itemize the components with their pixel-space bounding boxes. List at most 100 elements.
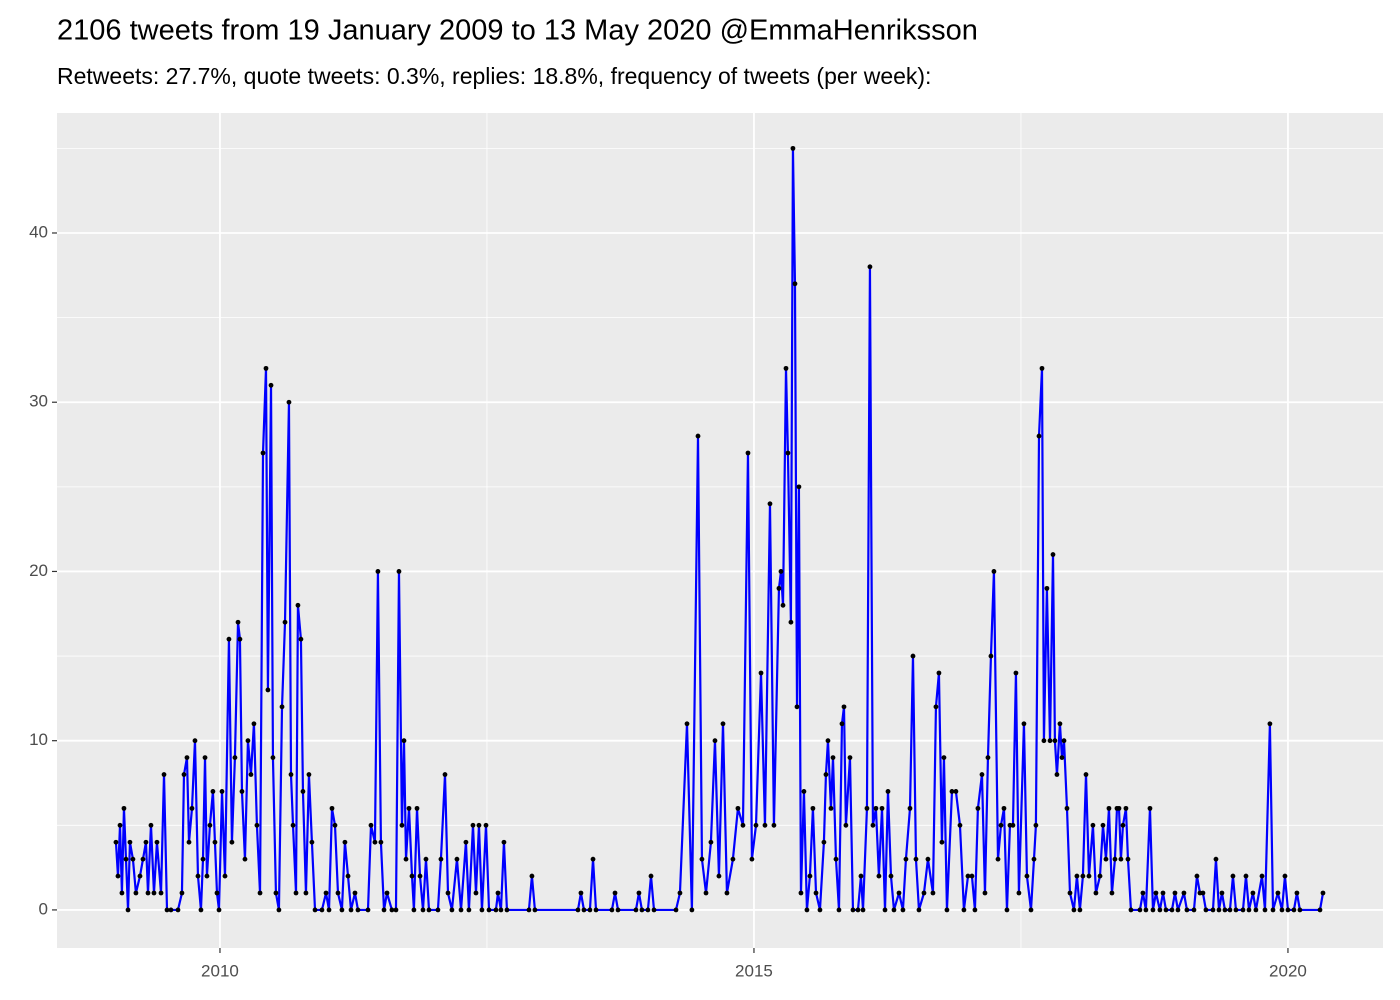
data-point <box>1222 907 1228 913</box>
data-point <box>1112 856 1118 862</box>
data-point <box>876 873 882 879</box>
data-point <box>438 856 444 862</box>
data-point <box>788 619 794 625</box>
data-point <box>1294 890 1300 896</box>
data-point <box>972 907 978 913</box>
data-point <box>1057 721 1063 727</box>
data-point <box>860 907 866 913</box>
data-point <box>1282 873 1288 879</box>
data-point <box>470 822 476 828</box>
data-point <box>212 839 218 845</box>
data-point <box>882 907 888 913</box>
data-point <box>825 738 831 744</box>
data-point <box>1021 721 1027 727</box>
data-point <box>843 822 849 828</box>
data-point <box>833 856 839 862</box>
data-point <box>251 721 257 727</box>
data-point <box>200 856 206 862</box>
data-point <box>229 839 235 845</box>
data-point <box>969 873 975 879</box>
data-point <box>1103 856 1109 862</box>
data-point <box>1016 890 1022 896</box>
data-point <box>1267 721 1273 727</box>
data-point <box>1216 907 1222 913</box>
data-point <box>483 822 489 828</box>
data-point <box>939 839 945 845</box>
data-point <box>907 805 913 811</box>
y-tick-label: 10 <box>29 730 48 749</box>
data-point <box>226 636 232 642</box>
data-point <box>202 755 208 761</box>
data-point <box>501 839 507 845</box>
data-point <box>248 772 254 777</box>
data-point <box>526 907 532 913</box>
data-point <box>1064 805 1070 811</box>
data-point <box>1100 822 1106 828</box>
data-point <box>300 789 306 794</box>
data-point <box>740 822 746 828</box>
data-point <box>137 873 143 879</box>
data-point <box>1013 670 1019 676</box>
data-point <box>1317 907 1323 913</box>
data-point <box>817 907 823 913</box>
data-point <box>864 805 870 811</box>
data-point <box>1047 738 1053 744</box>
data-point <box>575 907 581 913</box>
data-point <box>127 839 133 845</box>
data-point <box>312 907 318 913</box>
data-point <box>143 839 149 845</box>
data-point <box>498 907 504 913</box>
data-point <box>1116 805 1122 811</box>
data-point <box>1077 907 1083 913</box>
data-point <box>1010 822 1016 828</box>
data-point <box>689 907 695 913</box>
data-point <box>1262 907 1268 913</box>
data-point <box>1052 738 1058 744</box>
data-point <box>125 907 131 913</box>
data-point <box>762 822 768 828</box>
data-point <box>910 653 916 659</box>
data-point <box>776 585 782 591</box>
data-point <box>495 890 501 896</box>
data-point <box>184 755 190 761</box>
data-point <box>1128 907 1134 913</box>
data-point <box>758 670 764 676</box>
data-point <box>319 907 325 913</box>
data-point <box>168 907 174 913</box>
y-tick-label: 20 <box>29 561 48 580</box>
data-point <box>982 890 988 896</box>
data-point <box>593 907 599 913</box>
data-point <box>1291 907 1297 913</box>
data-point <box>712 738 718 744</box>
data-point <box>767 501 773 507</box>
data-point <box>406 805 412 811</box>
data-point <box>609 907 615 913</box>
data-point <box>998 822 1004 828</box>
data-point <box>401 738 407 744</box>
data-point <box>891 907 897 913</box>
data-point <box>396 569 402 574</box>
data-point <box>639 907 645 913</box>
data-point <box>298 636 304 642</box>
data-point <box>389 907 395 913</box>
data-point <box>949 789 955 794</box>
data-point <box>123 856 129 862</box>
data-point <box>888 873 894 879</box>
data-point <box>117 822 123 828</box>
data-point <box>581 907 587 913</box>
data-point <box>745 450 751 456</box>
x-tick-label: 2015 <box>735 961 773 980</box>
data-point <box>222 873 228 879</box>
data-point <box>933 704 939 710</box>
data-point <box>1083 772 1089 777</box>
data-point <box>703 890 709 896</box>
data-point <box>493 907 499 913</box>
data-point <box>409 873 415 879</box>
data-point <box>921 890 927 896</box>
data-point <box>270 755 276 761</box>
data-point <box>885 789 891 794</box>
data-point <box>151 890 157 896</box>
data-point <box>192 738 198 744</box>
data-point <box>204 873 210 879</box>
